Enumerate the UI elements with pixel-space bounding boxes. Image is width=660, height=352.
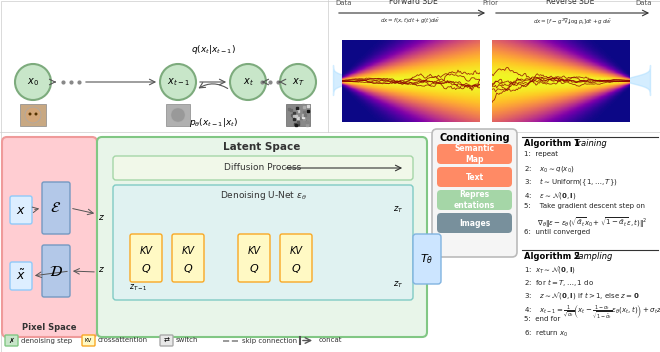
Bar [20, 104, 46, 126]
Text: ✗: ✗ [9, 338, 15, 344]
Text: Q: Q [142, 264, 150, 274]
Text: Semantic
Map: Semantic Map [455, 144, 494, 164]
Text: 6:  until converged: 6: until converged [524, 229, 590, 235]
Text: 1:  $x_T \sim \mathcal{N}(\mathbf{0}, \mathbf{I})$: 1: $x_T \sim \mathcal{N}(\mathbf{0}, \ma… [524, 264, 576, 275]
Text: Latent Space: Latent Space [223, 142, 301, 152]
Text: KV: KV [182, 246, 195, 256]
Text: Algorithm 2: Algorithm 2 [524, 252, 580, 261]
Text: $x_{t-1}$: $x_{t-1}$ [167, 76, 189, 88]
Text: Repres
entations: Repres entations [454, 190, 495, 210]
FancyBboxPatch shape [238, 234, 270, 282]
Text: $\nabla_\theta \| \epsilon - \epsilon_\theta(\sqrt{\bar{\alpha}_t} x_0 + \sqrt{1: $\nabla_\theta \| \epsilon - \epsilon_\t… [524, 216, 647, 230]
FancyBboxPatch shape [432, 129, 517, 257]
FancyBboxPatch shape [5, 335, 18, 346]
FancyBboxPatch shape [10, 196, 32, 224]
Text: Prior: Prior [482, 0, 498, 6]
Text: KV: KV [248, 246, 261, 256]
Text: $z_T$: $z_T$ [393, 205, 403, 215]
Text: Reverse SDE: Reverse SDE [546, 0, 594, 6]
FancyBboxPatch shape [130, 234, 162, 282]
Bar [166, 104, 190, 126]
Text: 3:    $z \sim \mathcal{N}(\mathbf{0}, \mathbf{I})$ if $t > 1$, else $z = \mathbf: 3: $z \sim \mathcal{N}(\mathbf{0}, \math… [524, 290, 640, 301]
Text: Forward SDE: Forward SDE [389, 0, 438, 6]
Text: Conditioning: Conditioning [439, 133, 510, 143]
Text: $q(x_t|x_{t-1})$: $q(x_t|x_{t-1})$ [191, 43, 236, 56]
FancyBboxPatch shape [437, 190, 512, 210]
Circle shape [230, 64, 266, 100]
Text: 1:  repeat: 1: repeat [524, 151, 558, 157]
Text: Q: Q [249, 264, 258, 274]
Text: Text: Text [465, 172, 484, 182]
Text: Q: Q [292, 264, 300, 274]
Text: $x_0$: $x_0$ [27, 76, 39, 88]
Text: 2:  for $t = T, \ldots, 1$ do: 2: for $t = T, \ldots, 1$ do [524, 277, 594, 288]
Text: $x_t$: $x_t$ [243, 76, 253, 88]
Text: $z_{T-1}$: $z_{T-1}$ [129, 283, 147, 293]
FancyBboxPatch shape [10, 262, 32, 290]
Text: 6:  return $x_0$: 6: return $x_0$ [524, 329, 568, 339]
FancyBboxPatch shape [172, 234, 204, 282]
Text: $z_T$: $z_T$ [393, 280, 403, 290]
Circle shape [34, 113, 38, 115]
Text: 5:    Take gradient descent step on: 5: Take gradient descent step on [524, 203, 645, 209]
FancyBboxPatch shape [437, 213, 512, 233]
FancyBboxPatch shape [42, 245, 70, 297]
Bar [286, 104, 310, 126]
Circle shape [171, 108, 185, 122]
Text: KV: KV [290, 246, 302, 256]
Text: Q: Q [183, 264, 192, 274]
Circle shape [25, 107, 41, 123]
FancyBboxPatch shape [437, 144, 512, 164]
Text: switch: switch [176, 338, 199, 344]
Text: concat: concat [319, 338, 343, 344]
Text: 4:    $\epsilon \sim \mathcal{N}(\mathbf{0}, \mathbf{I})$: 4: $\epsilon \sim \mathcal{N}(\mathbf{0}… [524, 190, 577, 201]
Text: Data: Data [335, 0, 352, 6]
Text: Pixel Space: Pixel Space [22, 322, 77, 332]
FancyBboxPatch shape [97, 137, 427, 337]
FancyBboxPatch shape [113, 156, 413, 180]
FancyBboxPatch shape [437, 167, 512, 187]
Text: $z$: $z$ [98, 213, 104, 221]
Text: skip connection: skip connection [242, 338, 297, 344]
FancyBboxPatch shape [280, 234, 312, 282]
Text: Training: Training [574, 139, 608, 148]
Text: $\mathcal{E}$: $\mathcal{E}$ [50, 201, 61, 215]
Text: Algorithm 1: Algorithm 1 [524, 139, 580, 148]
Text: $\tilde{x}$: $\tilde{x}$ [16, 269, 26, 283]
FancyBboxPatch shape [42, 182, 70, 234]
FancyBboxPatch shape [413, 234, 441, 284]
Text: Data: Data [636, 0, 652, 6]
Text: Diffusion Process: Diffusion Process [224, 163, 302, 172]
Circle shape [280, 64, 316, 100]
Text: 5:  end for: 5: end for [524, 316, 560, 322]
Text: 4:    $x_{t-1} = \frac{1}{\sqrt{\alpha_t}}\left(x_t - \frac{1-\alpha_t}{\sqrt{1-: 4: $x_{t-1} = \frac{1}{\sqrt{\alpha_t}}\… [524, 303, 660, 322]
Text: $dx = [f - g^2\nabla_x\!\log p_t]dt + g\,d\bar{w}$: $dx = [f - g^2\nabla_x\!\log p_t]dt + g\… [533, 17, 612, 27]
Text: $z$: $z$ [98, 265, 104, 275]
Text: Sampling: Sampling [574, 252, 613, 261]
Text: 2:    $x_0 \sim q(x_0)$: 2: $x_0 \sim q(x_0)$ [524, 164, 575, 174]
FancyBboxPatch shape [2, 137, 97, 337]
FancyBboxPatch shape [160, 335, 173, 346]
Text: $p_\theta(x_{t-1}|x_t)$: $p_\theta(x_{t-1}|x_t)$ [189, 116, 238, 129]
Text: Denoising U-Net $\epsilon_\theta$: Denoising U-Net $\epsilon_\theta$ [220, 189, 306, 201]
Circle shape [15, 64, 51, 100]
Text: KV: KV [139, 246, 152, 256]
FancyBboxPatch shape [113, 185, 413, 300]
Text: denoising step: denoising step [21, 338, 72, 344]
Text: $T_\theta$: $T_\theta$ [420, 252, 434, 266]
Text: crossattention: crossattention [98, 338, 148, 344]
Circle shape [160, 64, 196, 100]
Text: $dx = f(x,t)dt + g(t)d\bar{w}$: $dx = f(x,t)dt + g(t)d\bar{w}$ [380, 17, 440, 26]
Text: $x$: $x$ [16, 203, 26, 216]
Text: 3:    $t \sim \mathrm{Uniform}(\{1,\ldots,T\})$: 3: $t \sim \mathrm{Uniform}(\{1,\ldots,T… [524, 177, 618, 189]
FancyBboxPatch shape [82, 335, 95, 346]
Text: Images: Images [459, 219, 490, 227]
Text: $x_T$: $x_T$ [292, 76, 304, 88]
Text: $\mathcal{D}$: $\mathcal{D}$ [49, 264, 63, 278]
Text: KV: KV [85, 338, 92, 343]
Circle shape [28, 113, 32, 115]
Text: ⇄: ⇄ [164, 338, 170, 344]
